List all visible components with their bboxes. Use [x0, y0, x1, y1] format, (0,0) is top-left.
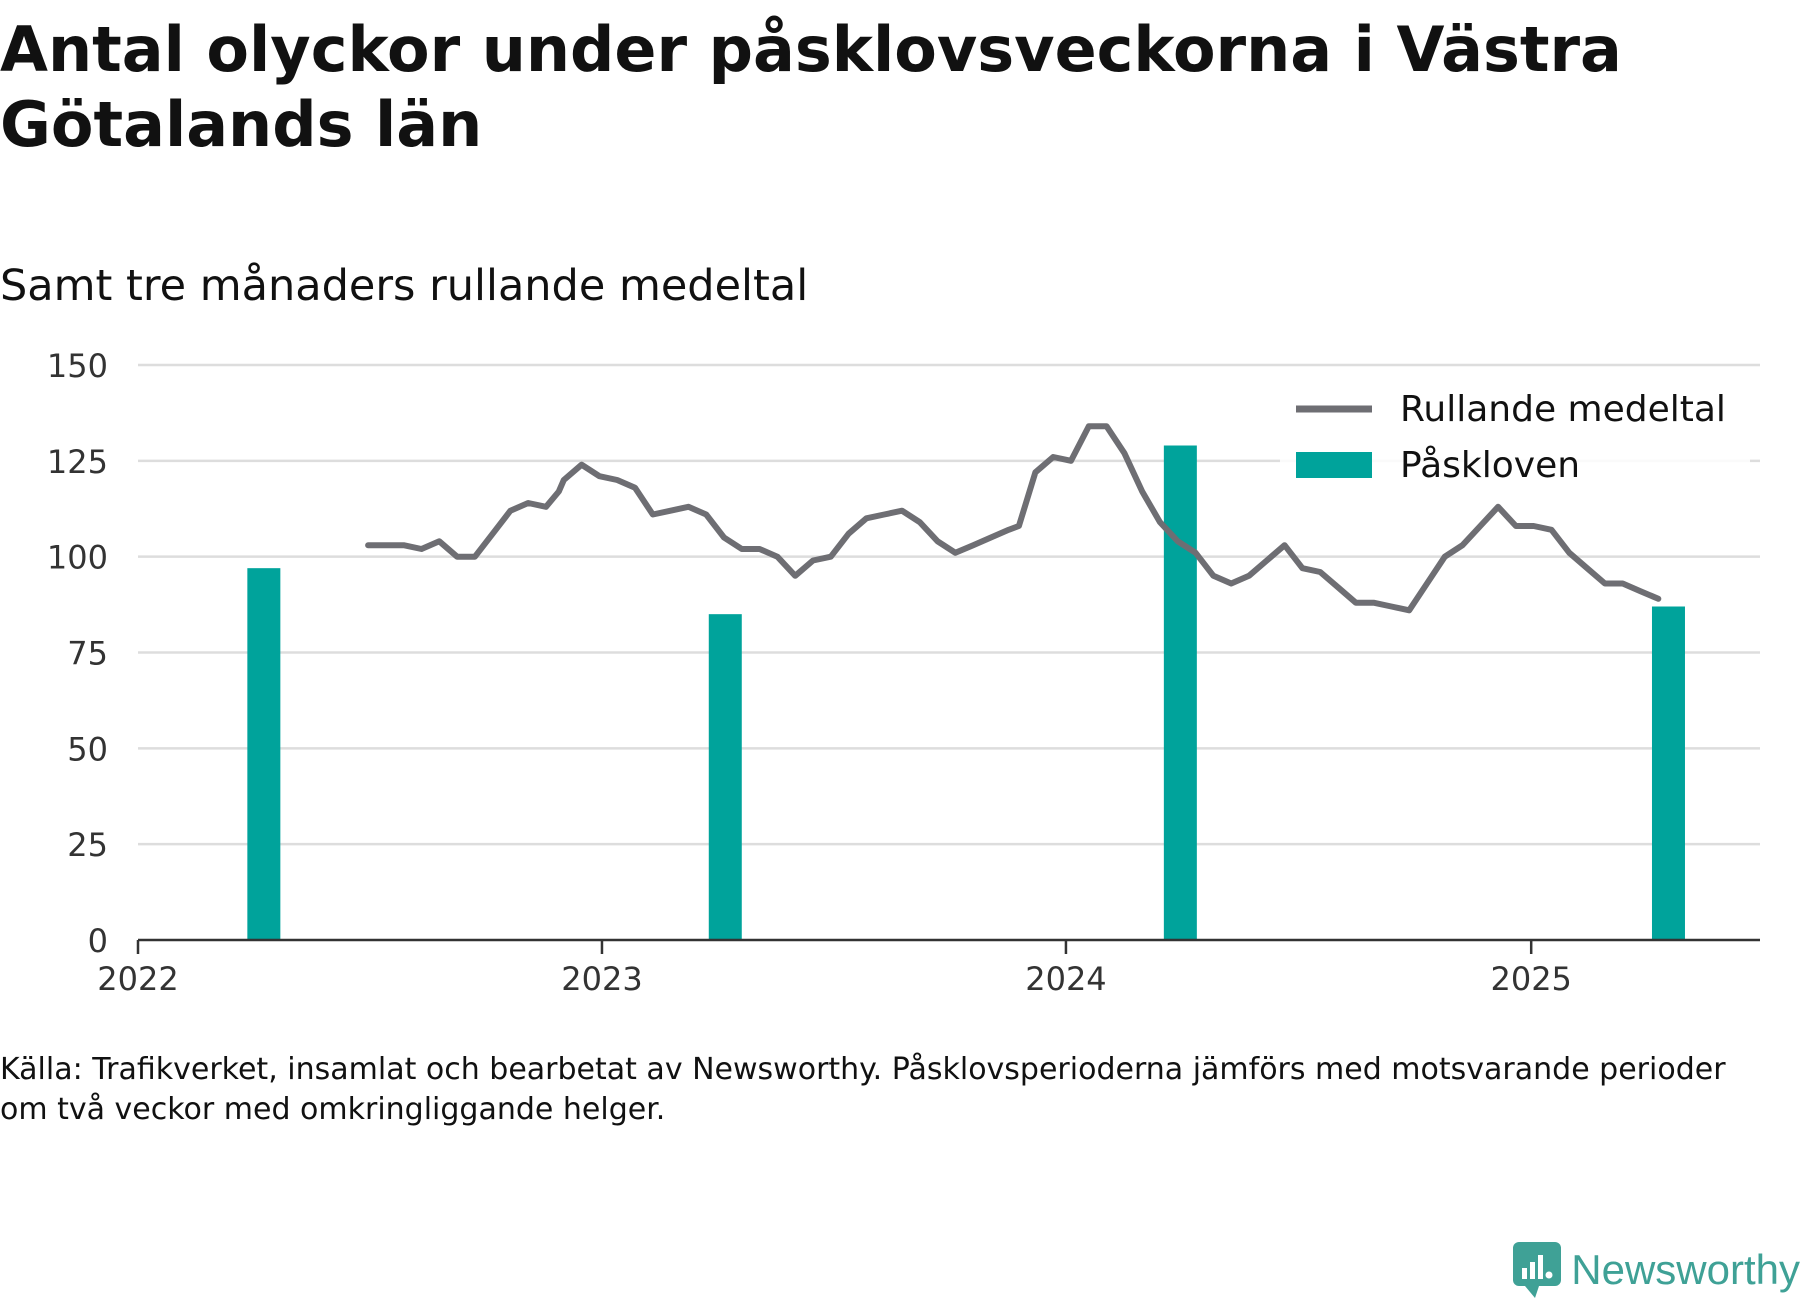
x-axis: 2022 2023 2024 2025: [97, 938, 1760, 998]
legend-swatch-bar: [1296, 452, 1372, 478]
bar-paskloven: [247, 568, 281, 940]
brand-name: Newsworthy: [1571, 1246, 1800, 1293]
line-series-rullande-medeltal: [365, 423, 1662, 614]
y-tick-label: 125: [47, 443, 108, 481]
source-line-2: om två veckor med omkringliggande helger…: [0, 1092, 666, 1127]
x-tick-label: 2022: [97, 960, 178, 998]
x-tick-label: 2025: [1490, 960, 1571, 998]
y-tick-label: 150: [47, 347, 108, 385]
legend-label-line: Rullande medeltal: [1400, 389, 1726, 430]
chart-legend: Rullande medeltal Påskloven: [1280, 389, 1750, 500]
y-tick-label: 25: [67, 826, 108, 864]
brand-logo: Newsworthy: [1513, 1240, 1800, 1300]
source-line-1: Källa: Trafikverket, insamlat och bearbe…: [0, 1052, 1726, 1087]
accidents-chart: 0 25 50 75 100 125 150 2022 2023 2024 2025 Rullan…: [47, 347, 1760, 998]
bar-paskloven: [1163, 445, 1197, 940]
x-tick-label: 2023: [561, 960, 642, 998]
grid-layer: [138, 363, 1760, 846]
y-tick-label: 75: [67, 635, 108, 673]
bar-paskloven: [1651, 606, 1685, 940]
y-tick-label: 50: [67, 730, 108, 768]
line-rullande-medeltal: [365, 423, 1662, 614]
x-tick-label: 2024: [1025, 960, 1106, 998]
bar-series-paskloven: [247, 445, 1685, 940]
y-tick-label: 100: [47, 539, 108, 577]
bar-paskloven: [708, 614, 742, 940]
newsworthy-logo-icon: [1513, 1242, 1562, 1298]
chart-subtitle: Samt tre månaders rullande medeltal: [0, 261, 809, 311]
source-note: Källa: Trafikverket, insamlat och bearbe…: [0, 1050, 1760, 1130]
legend-label-bar: Påskloven: [1400, 445, 1580, 486]
y-axis-ticks: 0 25 50 75 100 125 150: [47, 347, 108, 960]
chart-title: Antal olyckor under påsklovsveckorna i V…: [0, 13, 1622, 161]
y-tick-label: 0: [88, 922, 108, 960]
